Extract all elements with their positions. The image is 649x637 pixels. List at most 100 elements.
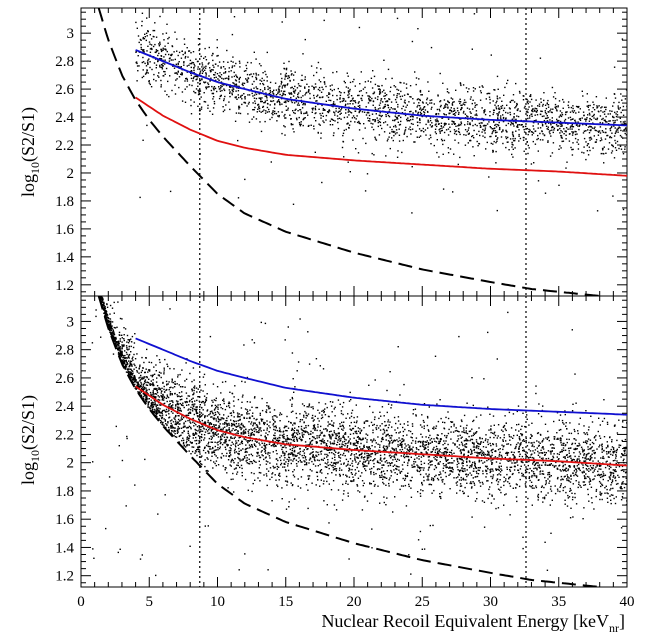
data-point xyxy=(207,443,209,445)
data-point xyxy=(605,106,607,108)
data-point xyxy=(542,473,544,475)
data-point xyxy=(533,464,536,467)
data-point xyxy=(386,434,389,436)
data-point xyxy=(497,108,500,110)
data-point xyxy=(422,108,424,110)
data-point xyxy=(434,131,437,133)
data-point xyxy=(371,113,374,115)
data-point xyxy=(288,452,290,455)
data-point xyxy=(317,103,319,106)
data-point xyxy=(149,383,151,385)
data-point xyxy=(211,451,213,453)
data-point xyxy=(474,106,476,108)
data-point xyxy=(417,539,420,541)
data-point xyxy=(567,104,569,107)
data-point xyxy=(523,136,525,139)
data-point xyxy=(377,121,379,124)
data-point xyxy=(134,333,136,335)
data-point xyxy=(302,118,304,121)
data-point xyxy=(191,390,193,392)
data-point xyxy=(559,127,561,130)
data-point xyxy=(278,114,280,117)
data-point xyxy=(499,462,501,464)
data-point xyxy=(285,461,287,463)
data-point xyxy=(338,91,341,93)
data-point xyxy=(582,456,584,459)
data-point xyxy=(567,123,569,125)
data-point xyxy=(550,490,553,492)
data-point xyxy=(291,73,293,75)
data-point xyxy=(522,439,525,441)
data-point xyxy=(204,421,207,424)
data-point xyxy=(430,46,433,49)
data-point xyxy=(453,132,456,135)
data-point xyxy=(284,117,286,119)
data-point xyxy=(612,195,614,197)
data-point xyxy=(397,444,399,446)
data-point xyxy=(422,419,425,422)
data-point xyxy=(464,468,466,470)
data-point xyxy=(259,412,261,415)
data-point xyxy=(272,422,275,425)
data-point xyxy=(353,443,356,445)
data-point xyxy=(162,409,164,412)
data-point xyxy=(316,67,318,69)
data-point xyxy=(238,60,241,62)
data-point xyxy=(209,69,211,72)
data-point xyxy=(257,108,259,110)
data-point xyxy=(348,400,351,402)
data-point xyxy=(511,143,513,146)
data-point xyxy=(175,72,178,74)
data-point xyxy=(352,139,354,141)
data-point xyxy=(624,148,626,150)
data-point xyxy=(476,133,478,135)
data-point xyxy=(265,95,268,98)
data-point xyxy=(328,92,330,94)
data-point xyxy=(182,437,184,439)
data-point xyxy=(417,98,419,100)
data-point xyxy=(443,107,445,109)
data-point xyxy=(452,431,455,433)
data-point xyxy=(134,358,137,360)
data-point xyxy=(304,38,306,41)
data-point xyxy=(542,497,544,499)
data-point xyxy=(361,438,364,441)
data-point xyxy=(254,92,257,94)
data-point xyxy=(622,153,625,155)
data-point xyxy=(607,113,609,115)
data-point xyxy=(314,151,316,153)
data-point xyxy=(494,131,497,134)
data-point xyxy=(400,470,403,473)
data-point xyxy=(288,420,290,423)
data-point xyxy=(257,103,260,106)
data-point xyxy=(308,363,311,365)
data-point xyxy=(398,93,400,95)
data-point xyxy=(291,453,293,455)
data-point xyxy=(257,74,260,76)
data-point xyxy=(396,118,398,120)
data-point xyxy=(391,128,393,131)
data-point xyxy=(163,373,165,375)
data-point xyxy=(260,80,263,82)
data-point xyxy=(197,388,199,390)
data-point xyxy=(606,134,608,137)
data-point xyxy=(557,490,559,492)
data-point xyxy=(560,125,562,127)
data-point xyxy=(196,391,198,393)
data-point xyxy=(224,68,226,70)
data-point xyxy=(223,436,226,438)
data-point xyxy=(318,123,320,125)
data-point xyxy=(346,116,349,118)
data-point xyxy=(415,110,417,112)
data-point xyxy=(359,110,362,112)
data-point xyxy=(490,502,493,504)
data-point xyxy=(260,100,262,103)
data-point xyxy=(388,445,390,447)
data-point xyxy=(555,107,557,109)
data-point xyxy=(237,90,240,92)
data-point xyxy=(611,110,613,112)
data-point xyxy=(617,127,619,129)
data-point xyxy=(158,43,160,45)
data-point xyxy=(193,90,195,93)
data-point xyxy=(354,85,356,87)
